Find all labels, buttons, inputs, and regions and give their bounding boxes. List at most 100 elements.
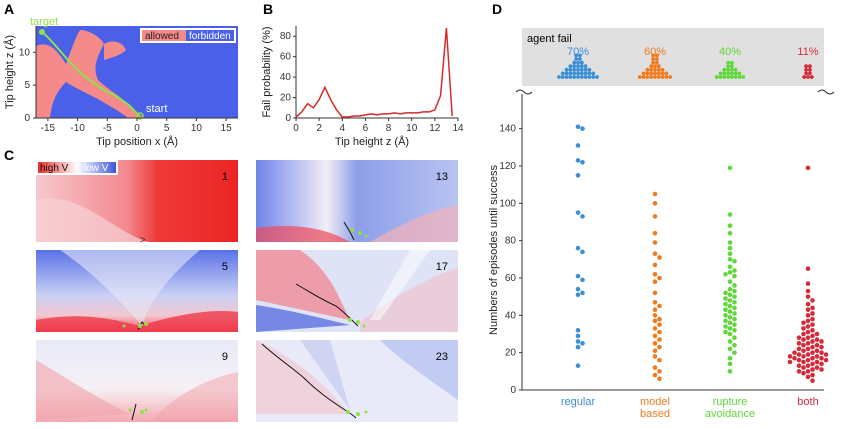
episode-point [575,158,581,163]
episode-point [575,210,581,215]
fail-point [587,71,592,76]
episode-point [805,324,811,329]
fail-point [651,53,655,58]
fail-point [572,71,577,76]
episode-point [810,339,815,344]
fail-point [583,64,588,69]
value-map-step-5: 5 [36,250,238,332]
episode-point [819,339,824,344]
fail-point [730,64,734,69]
episode-point [805,329,811,335]
axis-break-right [817,89,835,95]
episode-point [732,327,737,333]
episode-point [732,288,737,294]
step-5: 5 [222,261,228,273]
fail-point [587,75,592,79]
fail-point [656,67,661,72]
fail-point [574,53,578,58]
b-y-ticks: 0 20 40 60 80 [280,31,296,124]
fail-point [804,67,808,72]
fail-point [726,75,730,79]
episode-point [796,357,802,363]
episode-point [819,367,824,372]
episode-point [727,314,733,320]
episode-point [727,303,733,309]
episode-point [652,191,658,197]
episode-point [575,143,581,148]
fail-rate-label: 70% [567,46,589,58]
episode-point [723,290,728,296]
episode-point [727,292,733,298]
episode-point [801,354,806,359]
value-map-step-17: 17 [256,250,458,332]
panel-b: B 0 2 4 6 8 10 12 14 0 20 40 60 80 Tip height z (Å)… [261,1,464,148]
episode-point [810,322,815,327]
panel-d-label: D [492,1,502,17]
fail-point [564,75,569,79]
episode-point [814,342,820,348]
episode-point [723,271,728,277]
episode-point [823,357,829,363]
fail-point [726,67,730,72]
fail-point [591,71,596,76]
fail-point [645,75,650,79]
episode-point [652,299,658,305]
episode-point [805,294,811,299]
episode-point [727,320,733,326]
fail-point [737,71,742,76]
fail-point [576,60,580,65]
episode-point [727,264,733,270]
episode-point [796,363,802,369]
episode-point [652,333,658,339]
fail-point [808,64,812,69]
value-map-step-23: 23 [256,340,458,422]
episode-point [723,324,728,329]
episode-point [652,307,658,313]
episode-point [810,372,815,378]
fail-point [651,60,655,65]
fail-point [578,57,582,61]
episode-point [810,327,815,333]
fail-point [730,71,734,76]
episode-point [732,283,737,288]
episode-point [732,335,737,341]
fail-point [651,57,655,61]
episode-point [792,355,797,361]
category-label: avoidance [705,408,755,420]
episode-point [652,271,658,277]
episode-point [657,337,662,342]
category-label: regular [561,396,596,408]
b-x-tick-label: 0 [293,123,299,134]
fail-point [660,75,665,79]
panel-d: D agent fail 70% 60% 40% 11% 0 20 40 60 80 100 12… [488,1,835,420]
episode-point [652,318,658,324]
legend-high-v: high V [40,163,69,174]
episode-point [575,245,581,251]
fail-point [560,71,565,76]
fail-point [649,67,654,72]
a-y-tick-label: 10 [19,47,31,58]
fail-point [574,57,578,61]
fail-point [637,75,642,79]
fail-point [568,67,573,72]
episode-point [810,355,815,361]
episode-point [580,290,585,296]
panel-b-label: B [263,1,273,17]
category-label: model [640,396,670,408]
a-y-tick-label: 5 [24,80,30,91]
fail-point [587,67,592,72]
episode-point [810,316,815,322]
category-label: rupture [713,396,748,408]
fail-point [656,71,661,76]
legend-low-v: low V [84,163,109,174]
episode-point [787,359,793,365]
fail-point [641,71,646,76]
fail-point [645,67,650,72]
episode-point [727,339,733,344]
episode-point [727,212,733,217]
fail-point [564,71,569,76]
episode-point [575,339,581,344]
episode-point [819,361,824,367]
episode-point [810,361,815,367]
episode-point [727,223,733,229]
